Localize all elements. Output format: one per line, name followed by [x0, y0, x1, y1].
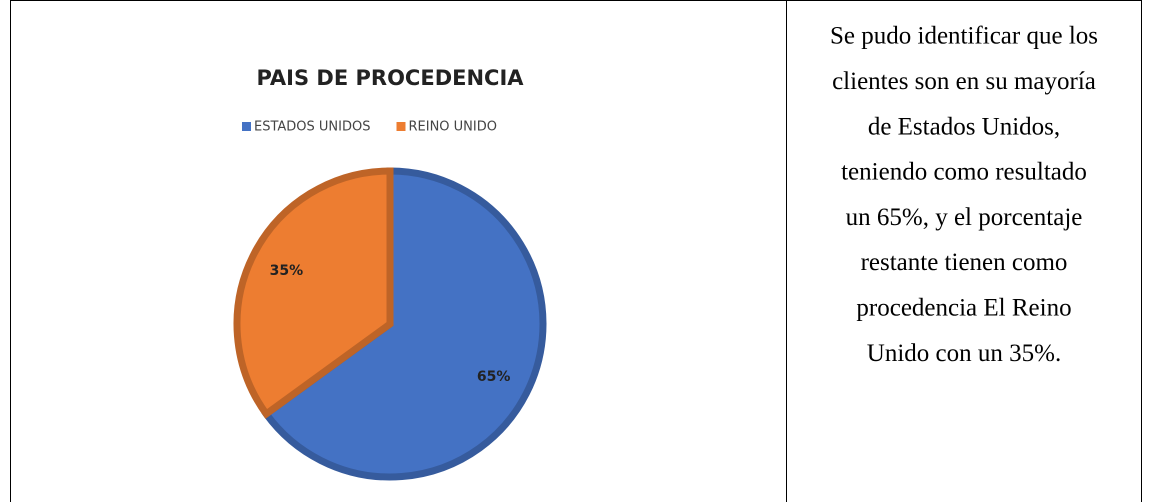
legend-swatch	[242, 122, 251, 131]
data-label: 35%	[270, 263, 304, 279]
text-line: de Estados Unidos,	[868, 113, 1060, 140]
text-line: clientes son en su mayoría	[832, 68, 1096, 95]
pie-slice	[261, 167, 547, 481]
legend-label: REINO UNIDO	[409, 120, 498, 135]
pie-slice	[233, 167, 394, 419]
text-line: teniendo como resultado	[841, 159, 1087, 186]
text-line: procedencia El Reino	[856, 295, 1071, 322]
text-line: un 65%, y el porcentaje	[846, 204, 1083, 231]
text-line: Unido con un 35%.	[867, 340, 1061, 367]
table-border	[10, 0, 1142, 502]
chart-title: PAIS DE PROCEDENCIA	[256, 66, 524, 90]
legend-label: ESTADOS UNIDOS	[254, 120, 371, 135]
text-line: Se pudo identificar que los	[830, 23, 1098, 50]
data-label: 65%	[477, 369, 511, 385]
legend-swatch	[396, 122, 406, 131]
text-line: restante tienen como	[861, 249, 1068, 276]
